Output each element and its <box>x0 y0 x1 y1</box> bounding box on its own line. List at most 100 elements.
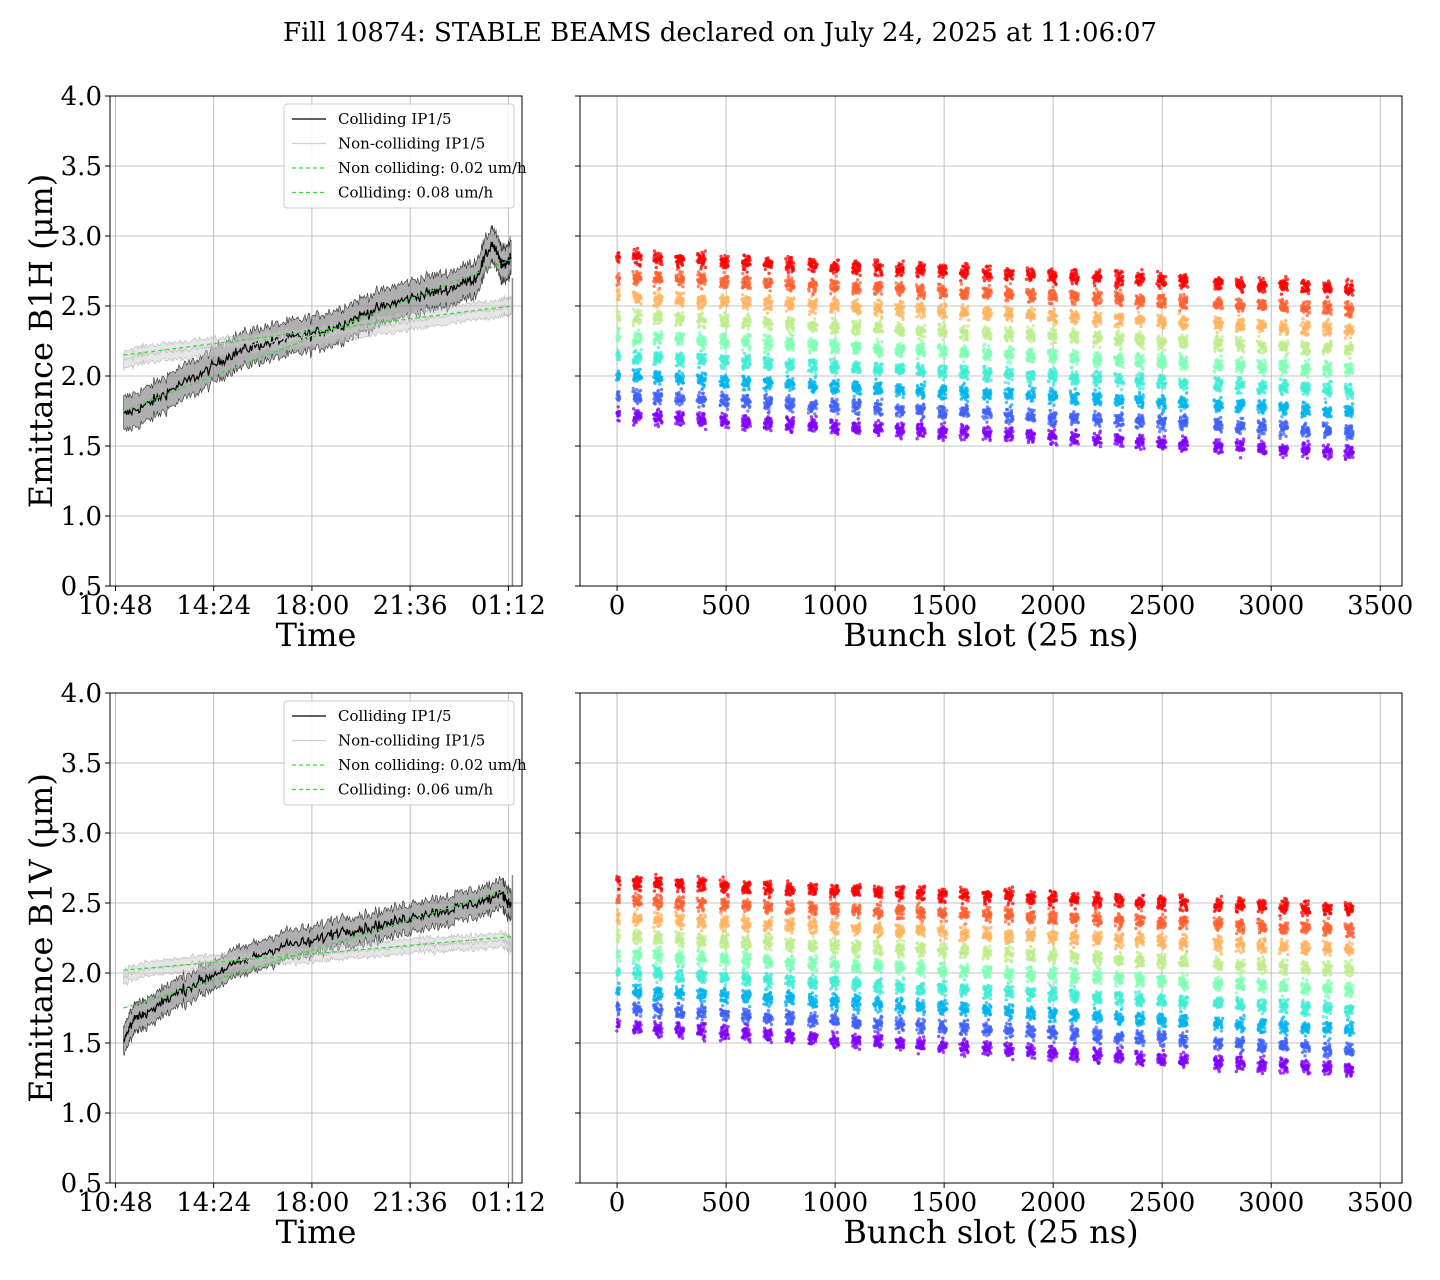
bunch-point <box>787 271 790 274</box>
bunch-point <box>792 261 795 264</box>
bunch-point <box>902 396 905 399</box>
bunch-point <box>923 308 926 311</box>
chart-top-left: 0.51.01.52.02.53.03.54.010:48 14:24 18:00 2… <box>22 82 546 654</box>
bunch-point <box>725 394 728 397</box>
bunch-point <box>900 354 903 357</box>
bunch-point <box>617 390 620 393</box>
bunch-point <box>639 258 642 261</box>
bunch-point <box>830 311 833 314</box>
bunch-point <box>749 300 752 303</box>
bunch-point <box>858 425 861 428</box>
bunch-point <box>726 320 729 323</box>
bunch-point <box>769 335 772 338</box>
bunch-point <box>881 340 884 343</box>
bunch-point <box>942 321 945 324</box>
bunch-point <box>920 339 923 342</box>
x-tick-label: 21:36 <box>373 591 448 621</box>
bunch-point <box>899 323 902 326</box>
bunch-point <box>875 314 878 317</box>
bunch-point <box>880 348 883 351</box>
bunch-point <box>898 393 901 396</box>
bunch-point <box>879 408 882 411</box>
bunch-point <box>879 381 882 384</box>
bunch-point <box>855 381 858 384</box>
bunch-point <box>770 301 773 304</box>
bunch-point <box>749 400 752 403</box>
bunch-point <box>617 311 620 314</box>
bunch-point <box>856 278 859 281</box>
bunch-point <box>704 353 707 356</box>
x-tick-label: 01:12 <box>471 591 546 621</box>
bunch-point <box>902 369 905 372</box>
bunch-point <box>704 397 707 400</box>
bunch-point <box>815 281 818 284</box>
bunch-point <box>770 308 773 311</box>
bunch-point <box>902 386 905 389</box>
bunch-point <box>836 403 839 406</box>
bunch-point <box>660 414 663 417</box>
bunch-point <box>741 348 744 351</box>
bunch-point <box>741 272 744 275</box>
bunch-point <box>902 259 905 262</box>
bunch-point <box>859 290 862 293</box>
bunch-point <box>748 362 751 365</box>
bunch-point <box>877 340 880 343</box>
bunch-point <box>901 318 904 321</box>
bunch-point <box>786 375 789 378</box>
bunch-point <box>770 363 773 366</box>
bunch-point <box>719 403 722 406</box>
bunch-point <box>660 255 663 258</box>
bunch-point <box>921 288 924 291</box>
bunch-point <box>660 375 663 378</box>
bunch-point <box>922 403 925 406</box>
bunch-point <box>679 283 682 286</box>
bunch-point <box>880 398 883 401</box>
bunch-point <box>858 325 861 328</box>
bunch-point <box>769 328 772 331</box>
bunch-point <box>837 302 840 305</box>
bunch-point <box>851 320 854 323</box>
bunch-point <box>881 264 884 267</box>
bunch-point <box>657 408 660 411</box>
bunch-point <box>749 319 752 322</box>
bunch-point <box>770 396 773 399</box>
bunch-point <box>657 425 660 428</box>
bunch-point <box>836 412 839 415</box>
bunch-point <box>923 268 926 271</box>
bunch-point <box>916 297 919 300</box>
bunch-point <box>859 281 862 284</box>
bunch-point <box>879 289 882 292</box>
bunch-point <box>770 384 773 387</box>
bunch-point <box>658 371 661 374</box>
bunch-point <box>837 385 840 388</box>
bunch-point <box>881 353 884 356</box>
bunch-point <box>722 367 725 370</box>
bunch-point <box>749 277 752 280</box>
bunch-point <box>815 348 818 351</box>
bunch-point <box>880 311 883 314</box>
y-tick-label: 1.5 <box>61 432 102 462</box>
bunch-point <box>854 320 857 323</box>
bunch-point <box>681 298 684 301</box>
bunch-point <box>790 429 793 432</box>
bunch-point <box>618 373 621 376</box>
bunch-point <box>680 387 683 390</box>
bunch-point <box>764 389 767 392</box>
bunch-point <box>943 421 946 424</box>
bunch-point <box>858 367 861 370</box>
y-tick-label: 2.5 <box>61 292 102 322</box>
bunch-point <box>792 399 795 402</box>
bunch-point <box>703 257 706 260</box>
bunch-point <box>660 394 663 397</box>
bunch-point <box>618 397 621 400</box>
bunch-point <box>815 263 818 266</box>
bunch-point <box>726 355 729 358</box>
bunch-point <box>923 324 926 327</box>
bunch-point <box>900 281 903 284</box>
bunch-point <box>923 295 926 298</box>
bunch-point <box>653 342 656 345</box>
bunch-point <box>790 337 793 340</box>
bunch-point <box>787 326 790 329</box>
